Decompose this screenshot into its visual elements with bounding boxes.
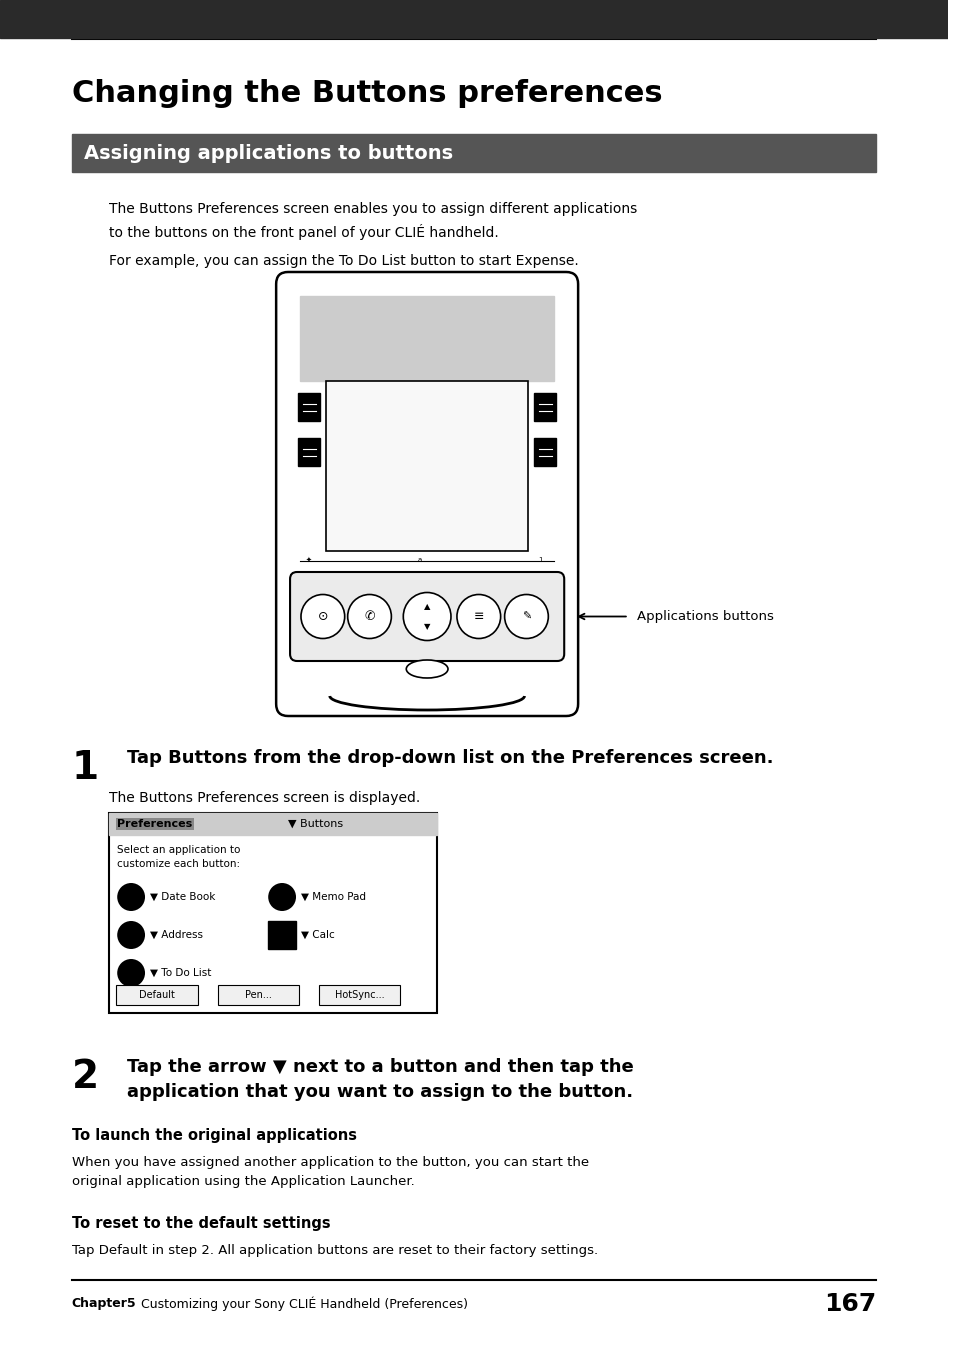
Text: Tap the arrow ▼ next to a button and then tap the
application that you want to a: Tap the arrow ▼ next to a button and the… <box>127 1059 633 1101</box>
Ellipse shape <box>406 660 448 677</box>
Circle shape <box>456 595 500 638</box>
Text: ✎: ✎ <box>521 611 531 622</box>
Text: Assigning applications to buttons: Assigning applications to buttons <box>85 143 453 162</box>
Text: Default: Default <box>139 990 174 1000</box>
Text: Select an application to
customize each button:: Select an application to customize each … <box>117 845 240 869</box>
Text: Pen...: Pen... <box>245 990 272 1000</box>
Text: 1: 1 <box>71 749 98 787</box>
Text: Tap Default in step 2. All application buttons are reset to their factory settin: Tap Default in step 2. All application b… <box>71 1244 597 1257</box>
Text: To launch the original applications: To launch the original applications <box>71 1128 356 1142</box>
Bar <box>326 381 528 552</box>
Text: Preferences: Preferences <box>117 819 193 829</box>
FancyBboxPatch shape <box>116 986 197 1005</box>
Text: The Buttons Preferences screen enables you to assign different applications
to t: The Buttons Preferences screen enables y… <box>110 201 637 239</box>
Circle shape <box>117 921 145 949</box>
Text: a: a <box>416 557 421 562</box>
FancyBboxPatch shape <box>217 986 298 1005</box>
FancyBboxPatch shape <box>290 572 563 661</box>
Text: 2: 2 <box>71 1059 98 1096</box>
Text: ▼ Calc: ▼ Calc <box>300 930 335 940</box>
Circle shape <box>347 595 391 638</box>
Text: ✆: ✆ <box>364 610 375 623</box>
Circle shape <box>403 592 451 641</box>
Circle shape <box>117 959 145 987</box>
FancyBboxPatch shape <box>275 272 578 717</box>
Text: HotSync...: HotSync... <box>335 990 384 1000</box>
Bar <box>110 813 436 836</box>
Text: Changing the Buttons preferences: Changing the Buttons preferences <box>71 78 661 108</box>
Text: ▲: ▲ <box>423 602 430 611</box>
Bar <box>297 438 319 466</box>
Text: 167: 167 <box>823 1293 875 1315</box>
Text: ▼ Memo Pad: ▼ Memo Pad <box>300 892 366 902</box>
Bar <box>534 393 556 420</box>
Bar <box>71 134 875 172</box>
Text: For example, you can assign the To Do List button to start Expense.: For example, you can assign the To Do Li… <box>110 254 578 268</box>
FancyBboxPatch shape <box>318 986 400 1005</box>
Bar <box>297 393 319 420</box>
Circle shape <box>117 883 145 911</box>
Text: Applications buttons: Applications buttons <box>636 610 773 623</box>
Bar <box>110 813 436 1013</box>
Text: ⊙: ⊙ <box>317 610 328 623</box>
Text: To reset to the default settings: To reset to the default settings <box>71 1215 330 1232</box>
Text: ▼ To Do List: ▼ To Do List <box>150 968 212 977</box>
Bar <box>299 296 554 381</box>
Text: When you have assigned another application to the button, you can start the
orig: When you have assigned another applicati… <box>71 1156 588 1187</box>
Text: ▼ Date Book: ▼ Date Book <box>150 892 215 902</box>
Text: Customizing your Sony CLIÉ Handheld (Preferences): Customizing your Sony CLIÉ Handheld (Pre… <box>141 1297 468 1311</box>
Bar <box>268 921 295 949</box>
Text: ≡: ≡ <box>473 610 483 623</box>
Text: ▼ Buttons: ▼ Buttons <box>288 819 343 829</box>
Text: Chapter5: Chapter5 <box>71 1298 136 1310</box>
Text: ✦: ✦ <box>306 557 312 562</box>
Text: ▼ Address: ▼ Address <box>150 930 203 940</box>
Text: The Buttons Preferences screen is displayed.: The Buttons Preferences screen is displa… <box>110 791 420 804</box>
Text: ▼: ▼ <box>423 622 430 631</box>
Circle shape <box>268 883 295 911</box>
Bar <box>0 0 946 38</box>
Circle shape <box>504 595 548 638</box>
Bar <box>534 438 556 466</box>
Circle shape <box>300 595 344 638</box>
Text: 1: 1 <box>537 557 542 562</box>
Text: Tap Buttons from the drop-down list on the Preferences screen.: Tap Buttons from the drop-down list on t… <box>127 749 773 767</box>
